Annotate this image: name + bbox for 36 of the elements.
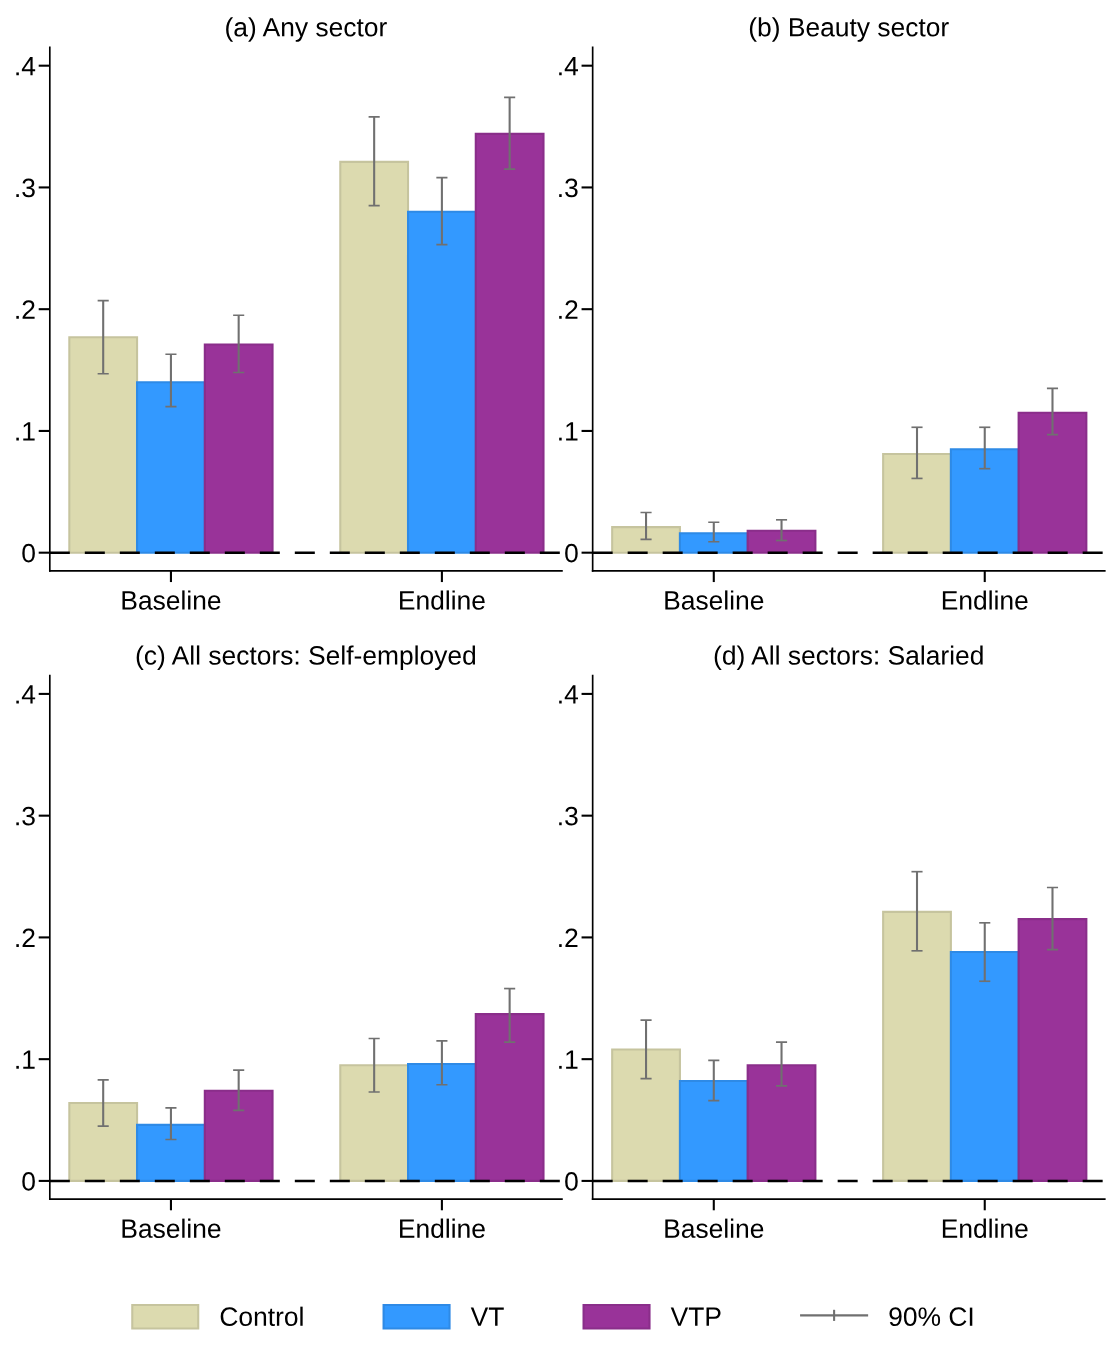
y-tick-label: .2 <box>16 928 35 947</box>
y-tick-label: .1 <box>559 1050 578 1069</box>
legend-label: VTP <box>670 1307 721 1326</box>
legend-label: VT <box>470 1307 504 1326</box>
y-tick-label: .3 <box>559 178 578 198</box>
x-tick-label: Baseline <box>665 590 764 610</box>
y-tick-label: 0 <box>22 1172 35 1191</box>
y-tick-label: 0 <box>565 543 578 563</box>
x-tick-label: Endline <box>400 590 485 610</box>
chart-title: (d) All sectors: Salaried <box>714 645 983 670</box>
y-tick-label: .4 <box>16 57 36 76</box>
chart-title: (b) Beauty sector <box>749 17 949 42</box>
x-tick-label: Endline <box>942 590 1028 610</box>
y-tick-label: .1 <box>16 1050 35 1069</box>
y-tick-label: .1 <box>16 422 35 441</box>
chart-title: (c) All sectors: Self-employed <box>136 645 476 671</box>
chart-title: (a) Any sector <box>226 17 387 42</box>
x-tick-label: Baseline <box>122 1218 221 1238</box>
y-tick-label: .2 <box>16 300 35 319</box>
y-tick-label: .4 <box>16 685 36 704</box>
y-tick-label: .2 <box>559 928 578 947</box>
y-tick-label: 0 <box>22 543 35 563</box>
y-tick-label: .1 <box>559 422 578 441</box>
y-tick-label: .3 <box>559 806 578 826</box>
x-tick-label: Baseline <box>122 590 221 610</box>
y-tick-label: .3 <box>16 806 35 826</box>
text: 90% CI <box>889 1307 973 1327</box>
x-tick-label: Baseline <box>665 1218 764 1238</box>
y-tick-label: .4 <box>559 57 578 76</box>
x-tick-label: Endline <box>942 1218 1028 1238</box>
legend-label: Control <box>220 1306 303 1327</box>
y-tick-label: .2 <box>559 300 578 319</box>
y-tick-label: .3 <box>16 178 35 198</box>
x-tick-label: Endline <box>400 1218 485 1238</box>
y-tick-label: .4 <box>559 685 578 704</box>
y-tick-label: 0 <box>565 1172 578 1191</box>
